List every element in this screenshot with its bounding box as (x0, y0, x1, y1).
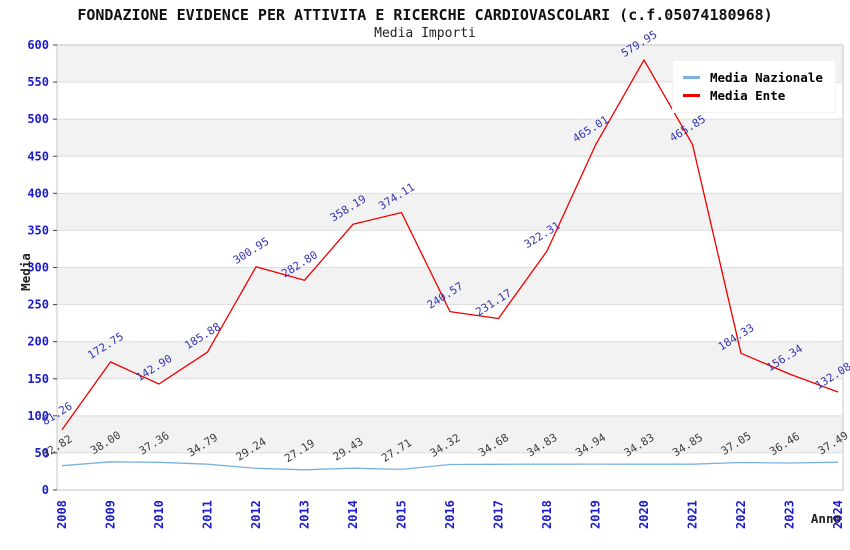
x-tick-label: 2023 (783, 500, 797, 529)
media-nazionale-line (61, 461, 839, 471)
y-tick-label: 500 (27, 112, 49, 126)
legend: Media Nazionale Media Ente (672, 60, 836, 113)
plot-band (57, 193, 843, 231)
x-tick-label: 2011 (201, 500, 215, 529)
plot-band (57, 230, 843, 268)
plot-band (57, 415, 843, 453)
x-tick-label: 2021 (686, 500, 700, 529)
chart-title: FONDAZIONE EVIDENCE PER ATTIVITA E RICER… (77, 6, 773, 24)
y-tick-label: 150 (27, 372, 49, 386)
y-tick-label: 400 (27, 186, 49, 200)
legend-item-media-ente: Media Ente (683, 88, 823, 103)
x-tick-label: 2015 (395, 500, 409, 529)
legend-item-media-nazionale: Media Nazionale (683, 70, 823, 85)
x-tick-label: 2013 (298, 500, 312, 529)
x-axis-title: Anno (811, 511, 841, 526)
x-tick-label: 2022 (734, 500, 748, 529)
media-nazionale-line-icon (683, 76, 700, 79)
plot-band (57, 378, 843, 416)
x-tick-label: 2012 (249, 500, 263, 529)
x-tick-label: 2010 (152, 500, 166, 529)
media-ente-line (61, 59, 839, 431)
y-axis-title: Media (18, 253, 33, 291)
y-tick-label: 600 (27, 38, 49, 52)
y-tick-label: 50 (35, 446, 49, 460)
y-tick-label: 100 (27, 409, 49, 423)
x-tick-label: 2020 (637, 500, 651, 529)
y-tick-label: 200 (27, 335, 49, 349)
x-tick-label: 2018 (540, 500, 554, 529)
plot-band (57, 341, 843, 379)
x-tick-label: 2008 (55, 500, 69, 529)
y-tick-label: 550 (27, 75, 49, 89)
legend-label-media-nazionale: Media Nazionale (710, 70, 823, 85)
plot-band (57, 267, 843, 305)
x-tick-label: 2016 (443, 500, 457, 529)
y-tick-label: 0 (42, 483, 49, 497)
x-tick-label: 2017 (492, 500, 506, 529)
media-ente-line-icon (683, 94, 700, 97)
y-tick-label: 350 (27, 223, 49, 237)
plot-band (57, 156, 843, 194)
x-tick-label: 2014 (346, 500, 360, 529)
x-tick-label: 2019 (589, 500, 603, 529)
y-tick-label: 300 (27, 261, 49, 275)
y-tick-label: 450 (27, 149, 49, 163)
legend-label-media-ente: Media Ente (710, 88, 786, 103)
plot-band (57, 452, 843, 490)
x-tick-label: 2024 (831, 500, 845, 529)
x-tick-label: 2009 (104, 500, 118, 529)
chart-subtitle: Media Importi (374, 26, 476, 41)
plot-band (57, 119, 843, 157)
y-tick-label: 250 (27, 298, 49, 312)
